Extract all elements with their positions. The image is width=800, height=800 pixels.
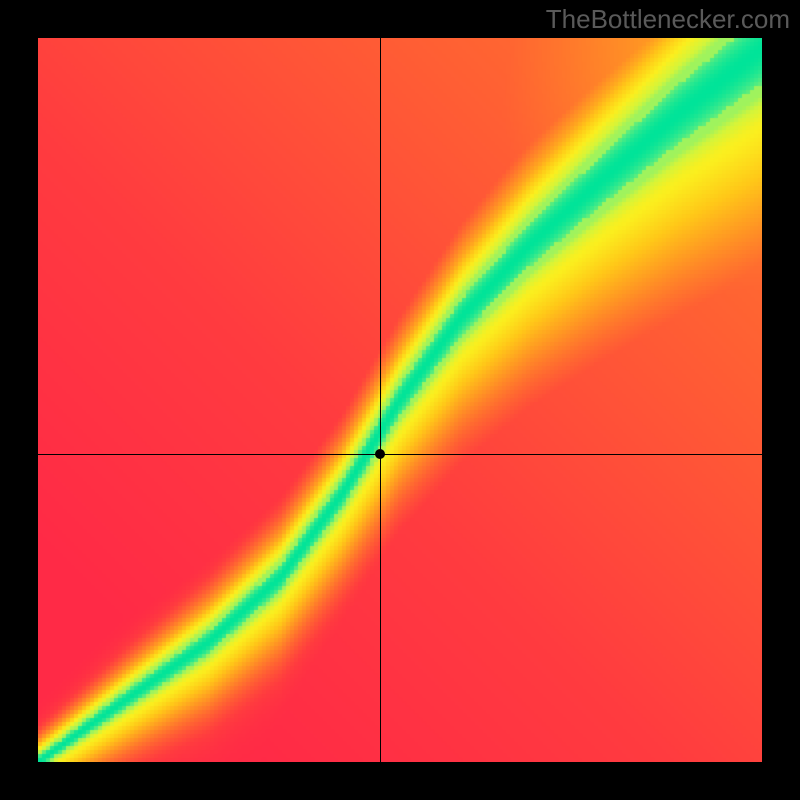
crosshair-vertical [380, 38, 381, 762]
plot-area [38, 38, 762, 762]
crosshair-marker [375, 449, 385, 459]
watermark-text: TheBottlenecker.com [546, 4, 790, 35]
chart-container: TheBottlenecker.com [0, 0, 800, 800]
heatmap-canvas [38, 38, 762, 762]
crosshair-horizontal [38, 454, 762, 455]
